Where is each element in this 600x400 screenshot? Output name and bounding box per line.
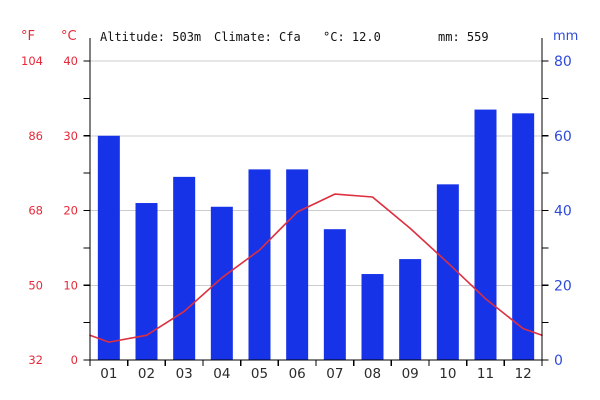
precipitation-bar-07 xyxy=(323,229,346,360)
mm-tick-label: 20 xyxy=(554,278,572,294)
precipitation-bar-03 xyxy=(173,176,196,360)
month-label: 02 xyxy=(138,366,155,382)
month-label: 03 xyxy=(176,366,193,382)
annual-precipitation-label: mm: 559 xyxy=(438,30,489,44)
precipitation-bar-02 xyxy=(135,203,158,360)
month-label: 10 xyxy=(439,366,456,382)
mm-tick-label: 80 xyxy=(554,54,572,70)
celsius-tick-label: 30 xyxy=(63,129,78,143)
fahrenheit-tick-label: 104 xyxy=(21,54,43,68)
mm-tick-label: 60 xyxy=(554,129,572,145)
temperature-line xyxy=(89,193,543,343)
month-label: 12 xyxy=(515,366,532,382)
altitude-label: Altitude: 503m xyxy=(100,30,202,44)
month-label: 11 xyxy=(477,366,494,382)
mm-tick-label: 40 xyxy=(554,204,572,220)
celsius-axis-title: °C xyxy=(61,29,77,44)
mm-axis-title: mm xyxy=(553,29,579,44)
fahrenheit-tick-label: 32 xyxy=(28,353,43,367)
celsius-tick-label: 20 xyxy=(63,204,78,218)
mm-tick-label: 0 xyxy=(554,353,563,369)
precipitation-bar-08 xyxy=(361,274,384,360)
fahrenheit-tick-label: 68 xyxy=(28,204,43,218)
fahrenheit-tick-label: 50 xyxy=(28,278,43,292)
climate-class-label: Climate: Cfa xyxy=(214,30,301,44)
precipitation-bar-05 xyxy=(248,169,271,360)
month-label: 04 xyxy=(213,366,230,382)
month-label: 09 xyxy=(402,366,419,382)
celsius-tick-label: 10 xyxy=(63,278,78,292)
precipitation-bar-04 xyxy=(210,206,233,360)
precipitation-bar-09 xyxy=(399,259,422,360)
month-label: 05 xyxy=(251,366,268,382)
precipitation-bar-10 xyxy=(436,184,459,360)
precipitation-bar-12 xyxy=(512,113,535,360)
precipitation-bar-06 xyxy=(286,169,309,360)
month-label: 06 xyxy=(289,366,306,382)
celsius-tick-label: 40 xyxy=(63,54,78,68)
fahrenheit-tick-label: 86 xyxy=(28,129,43,143)
mean-temperature-label: °C: 12.0 xyxy=(323,30,381,44)
month-label: 07 xyxy=(326,366,343,382)
month-label: 01 xyxy=(100,366,117,382)
precipitation-bar-11 xyxy=(474,109,497,361)
precipitation-bar-01 xyxy=(97,135,120,360)
celsius-tick-label: 0 xyxy=(71,353,78,367)
month-label: 08 xyxy=(364,366,381,382)
fahrenheit-axis-title: °F xyxy=(21,29,35,44)
